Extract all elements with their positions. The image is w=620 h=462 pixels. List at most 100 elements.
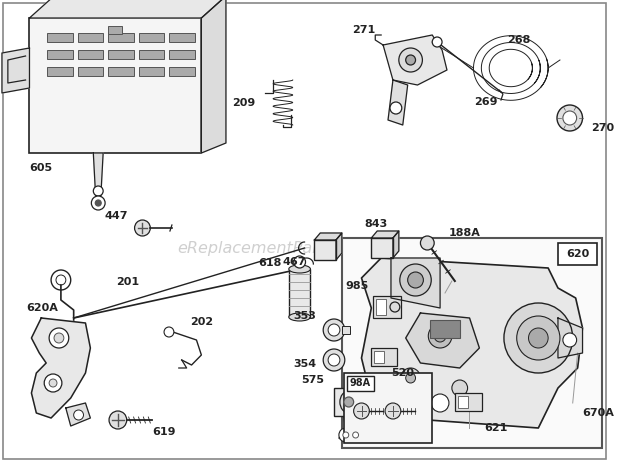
Circle shape — [95, 200, 101, 206]
Polygon shape — [32, 318, 91, 418]
Text: 621: 621 — [484, 423, 508, 433]
Ellipse shape — [289, 265, 311, 273]
Text: 447: 447 — [104, 211, 128, 221]
Bar — [458, 396, 467, 408]
Circle shape — [563, 333, 577, 347]
Circle shape — [557, 105, 583, 131]
Circle shape — [432, 394, 449, 412]
Circle shape — [528, 328, 548, 348]
Text: 520: 520 — [391, 368, 414, 378]
Bar — [334, 388, 363, 416]
Text: 985: 985 — [345, 281, 368, 291]
Polygon shape — [361, 258, 583, 428]
Text: 271: 271 — [352, 25, 375, 35]
Circle shape — [405, 55, 415, 65]
Circle shape — [323, 349, 345, 371]
Bar — [138, 33, 164, 42]
Bar — [47, 33, 73, 42]
Text: 619: 619 — [153, 427, 175, 437]
Circle shape — [135, 220, 150, 236]
Bar — [430, 320, 460, 338]
Bar — [108, 26, 122, 34]
Text: 201: 201 — [116, 277, 140, 287]
Circle shape — [54, 333, 64, 343]
Circle shape — [353, 403, 370, 419]
Text: 467: 467 — [283, 257, 306, 267]
Text: 354: 354 — [293, 359, 316, 369]
Bar — [78, 67, 103, 76]
Polygon shape — [314, 233, 342, 240]
Text: 269: 269 — [474, 97, 498, 107]
Bar — [78, 33, 103, 42]
Polygon shape — [371, 231, 399, 238]
Polygon shape — [405, 313, 479, 368]
Circle shape — [339, 428, 353, 442]
Bar — [455, 393, 482, 411]
Circle shape — [420, 236, 434, 250]
Circle shape — [323, 319, 345, 341]
Circle shape — [516, 316, 560, 360]
Text: 188A: 188A — [449, 228, 480, 238]
Circle shape — [428, 324, 452, 348]
Circle shape — [44, 374, 62, 392]
Bar — [344, 373, 432, 443]
Bar — [47, 50, 73, 59]
Polygon shape — [30, 0, 226, 18]
Circle shape — [365, 398, 372, 406]
Polygon shape — [388, 80, 408, 125]
Bar — [342, 326, 350, 334]
Circle shape — [164, 327, 174, 337]
Circle shape — [405, 373, 415, 383]
Circle shape — [91, 196, 105, 210]
Polygon shape — [2, 48, 30, 93]
Circle shape — [328, 354, 340, 366]
Polygon shape — [391, 258, 440, 308]
Text: 605: 605 — [30, 163, 53, 173]
Bar — [342, 238, 602, 448]
Polygon shape — [66, 403, 91, 426]
Text: 843: 843 — [365, 219, 388, 229]
Bar — [169, 33, 195, 42]
Bar — [169, 50, 195, 59]
Text: 620A: 620A — [27, 303, 58, 313]
Text: 268: 268 — [507, 35, 530, 45]
Ellipse shape — [340, 391, 358, 413]
Circle shape — [434, 330, 446, 342]
Bar — [138, 50, 164, 59]
Bar — [373, 296, 401, 318]
Text: 575: 575 — [301, 375, 324, 385]
Polygon shape — [383, 35, 447, 85]
Bar — [347, 376, 374, 391]
Text: 202: 202 — [190, 317, 213, 327]
Circle shape — [452, 380, 467, 396]
Text: 98A: 98A — [350, 378, 371, 388]
Text: 209: 209 — [232, 98, 255, 108]
Circle shape — [390, 102, 402, 114]
Bar — [138, 67, 164, 76]
Text: 620: 620 — [566, 249, 589, 259]
Circle shape — [432, 37, 442, 47]
Circle shape — [49, 379, 57, 387]
Circle shape — [563, 111, 577, 125]
Circle shape — [390, 302, 400, 312]
Circle shape — [401, 368, 420, 388]
Circle shape — [294, 256, 306, 268]
Bar — [371, 348, 397, 366]
Circle shape — [109, 411, 126, 429]
Bar — [30, 18, 202, 153]
Circle shape — [49, 328, 69, 348]
Bar — [558, 243, 597, 265]
Bar — [47, 67, 73, 76]
Polygon shape — [94, 153, 103, 208]
Bar — [169, 67, 195, 76]
Bar — [108, 67, 133, 76]
Text: 670A: 670A — [583, 408, 614, 418]
Circle shape — [343, 432, 348, 438]
Circle shape — [385, 403, 401, 419]
Bar — [108, 33, 133, 42]
Polygon shape — [393, 231, 399, 258]
Circle shape — [353, 432, 358, 438]
Text: 353: 353 — [293, 311, 316, 321]
Bar — [363, 396, 381, 408]
Bar — [289, 269, 311, 317]
